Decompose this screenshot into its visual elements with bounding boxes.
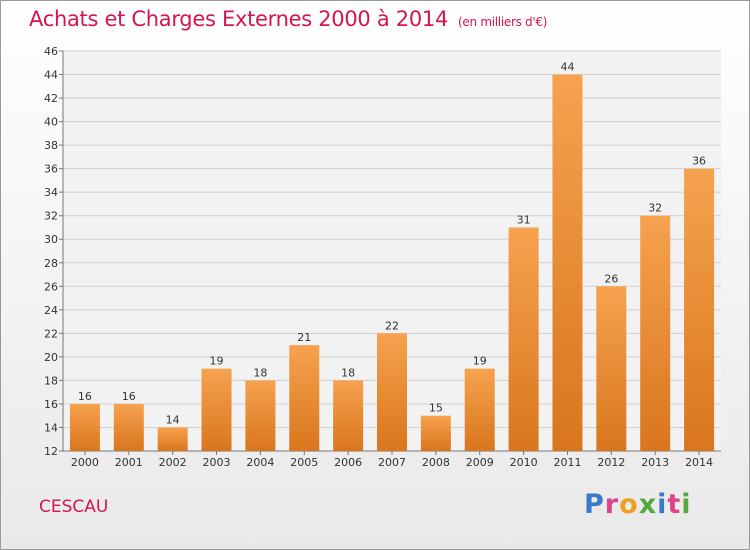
y-tick-label: 42 bbox=[44, 92, 58, 105]
y-tick-label: 36 bbox=[44, 163, 58, 176]
y-tick-label: 38 bbox=[44, 139, 58, 152]
bar bbox=[113, 403, 144, 451]
bar bbox=[596, 286, 627, 451]
data-label: 22 bbox=[385, 319, 399, 332]
x-tick-label: 2007 bbox=[378, 456, 406, 469]
y-tick-label: 26 bbox=[44, 280, 58, 293]
y-tick-label: 34 bbox=[44, 186, 58, 199]
y-tick-label: 18 bbox=[44, 374, 58, 387]
logo-letter: t bbox=[667, 489, 682, 520]
x-tick-label: 2000 bbox=[71, 456, 99, 469]
bar bbox=[245, 380, 276, 451]
bar bbox=[464, 368, 495, 451]
data-label: 44 bbox=[560, 61, 574, 74]
data-label: 36 bbox=[692, 155, 706, 168]
x-tick-label: 2008 bbox=[422, 456, 450, 469]
y-tick-label: 24 bbox=[44, 304, 58, 317]
chart-subtitle: (en milliers d'€) bbox=[458, 15, 548, 29]
bar bbox=[69, 403, 100, 451]
logo-letter: r bbox=[604, 489, 620, 520]
bar bbox=[640, 215, 671, 451]
chart-title: Achats et Charges Externes 2000 à 2014 (e… bbox=[29, 7, 547, 31]
data-label: 16 bbox=[78, 390, 92, 403]
x-tick-label: 2013 bbox=[641, 456, 669, 469]
logo-letter: P bbox=[584, 489, 605, 520]
data-label: 21 bbox=[297, 331, 311, 344]
x-tick-label: 2002 bbox=[159, 456, 187, 469]
y-tick-label: 46 bbox=[44, 45, 58, 58]
data-label: 18 bbox=[341, 366, 355, 379]
y-tick-label: 22 bbox=[44, 327, 58, 340]
bar bbox=[377, 333, 407, 451]
y-tick-label: 30 bbox=[44, 233, 58, 246]
commune-name: CESCAU bbox=[39, 497, 109, 517]
y-tick-label: 28 bbox=[44, 257, 58, 270]
x-tick-label: 2001 bbox=[115, 456, 143, 469]
proxiti-logo: Proxiti bbox=[584, 489, 692, 520]
data-label: 18 bbox=[253, 366, 267, 379]
y-tick-label: 40 bbox=[44, 116, 58, 129]
data-label: 32 bbox=[648, 202, 662, 215]
data-label: 19 bbox=[210, 355, 224, 368]
data-label: 16 bbox=[122, 390, 136, 403]
data-label: 14 bbox=[166, 413, 180, 426]
logo-letter: x bbox=[638, 489, 658, 520]
logo-letter: i bbox=[657, 489, 668, 520]
x-tick-label: 2012 bbox=[597, 456, 625, 469]
bar bbox=[157, 427, 188, 451]
bar bbox=[289, 345, 320, 451]
y-tick-label: 14 bbox=[44, 421, 58, 434]
x-tick-label: 2014 bbox=[685, 456, 713, 469]
x-tick-label: 2005 bbox=[290, 456, 318, 469]
data-label: 26 bbox=[604, 272, 618, 285]
data-label: 19 bbox=[473, 355, 487, 368]
logo-letter: o bbox=[619, 489, 639, 520]
bar bbox=[552, 74, 583, 451]
x-tick-label: 2006 bbox=[334, 456, 362, 469]
y-tick-label: 32 bbox=[44, 210, 58, 223]
bar bbox=[333, 380, 364, 451]
y-tick-label: 12 bbox=[44, 445, 58, 458]
x-tick-label: 2004 bbox=[246, 456, 274, 469]
data-label: 15 bbox=[429, 402, 443, 415]
x-tick-label: 2003 bbox=[203, 456, 231, 469]
bar bbox=[201, 368, 232, 451]
y-tick-label: 20 bbox=[44, 351, 58, 364]
logo-letter: i bbox=[681, 489, 692, 520]
bar bbox=[684, 168, 715, 451]
bar bbox=[508, 227, 539, 451]
x-tick-label: 2010 bbox=[510, 456, 538, 469]
y-tick-label: 16 bbox=[44, 398, 58, 411]
chart-title-text: Achats et Charges Externes 2000 à 2014 bbox=[29, 7, 449, 31]
data-label: 31 bbox=[517, 213, 531, 226]
y-tick-label: 44 bbox=[44, 69, 58, 82]
x-tick-label: 2009 bbox=[466, 456, 494, 469]
bar bbox=[420, 415, 451, 451]
x-tick-label: 2011 bbox=[553, 456, 581, 469]
